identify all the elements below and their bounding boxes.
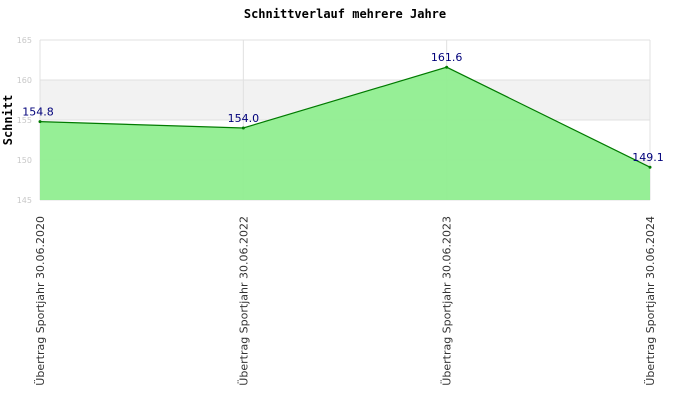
y-tick-label: 155: [17, 116, 32, 125]
data-point: [445, 65, 449, 69]
x-tick-label: Übertrag Sportjahr 30.06.2024: [644, 216, 657, 386]
y-tick-label: 150: [17, 156, 32, 165]
data-label: 149.1: [632, 151, 664, 164]
y-axis-label: Schnitt: [1, 95, 15, 146]
data-point: [241, 126, 245, 130]
chart-title: Schnittverlauf mehrere Jahre: [244, 7, 446, 21]
y-tick-label: 145: [17, 196, 32, 205]
data-label: 154.0: [228, 112, 260, 125]
data-point: [648, 165, 652, 169]
plot-area: 145 150 155 160 165 154.8 154.0 161.6 149.1 Übert…: [17, 36, 664, 386]
data-label: 161.6: [431, 51, 463, 64]
plot-band: [40, 40, 650, 80]
x-tick-label: Übertrag Sportjahr 30.06.2020: [34, 216, 47, 386]
x-tick-label: Übertrag Sportjahr 30.06.2023: [441, 216, 454, 386]
y-tick-label: 165: [17, 36, 32, 45]
series-area: [40, 67, 650, 200]
data-point: [38, 120, 42, 124]
data-label: 154.8: [22, 106, 54, 119]
x-tick-label: Übertrag Sportjahr 30.06.2022: [237, 216, 250, 386]
y-tick-label: 160: [17, 76, 32, 85]
series-line: [39, 66, 651, 168]
